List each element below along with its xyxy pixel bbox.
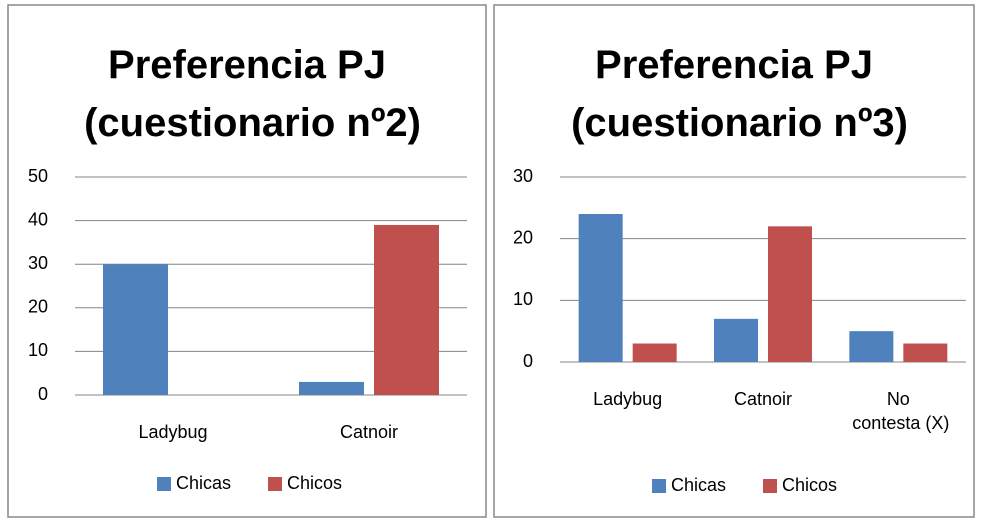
bar <box>768 226 812 362</box>
legend-label: Chicas <box>671 475 726 495</box>
x-tick-label: Ladybug <box>138 422 207 442</box>
bar <box>578 214 623 362</box>
bar <box>714 318 758 362</box>
panel <box>493 4 975 518</box>
bar <box>299 381 364 395</box>
legend-swatch <box>652 479 666 493</box>
legend-label: Chicos <box>782 475 837 495</box>
bar <box>849 331 894 362</box>
y-tick-label: 20 <box>28 297 48 317</box>
y-tick-label: 30 <box>28 253 48 273</box>
legend-swatch <box>268 477 282 491</box>
y-tick-label: 0 <box>38 384 48 404</box>
legend-label: Chicos <box>287 473 342 493</box>
chart-title: Preferencia PJ (cuestionario nº3) <box>560 43 908 145</box>
chart-title: Preferencia PJ (cuestionario nº2) <box>73 43 421 145</box>
y-tick-label: 10 <box>28 340 48 360</box>
legend-label: Chicas <box>176 473 231 493</box>
y-tick-label: 0 <box>523 351 533 371</box>
x-tick-label: Catnoir <box>734 389 792 409</box>
y-tick-label: 50 <box>28 166 48 186</box>
x-tick-label: Catnoir <box>340 422 398 442</box>
bar <box>374 224 439 395</box>
y-tick-label: 10 <box>513 289 533 309</box>
y-tick-label: 40 <box>28 209 48 229</box>
bar <box>632 343 677 362</box>
bar <box>903 343 948 362</box>
y-tick-label: 20 <box>513 227 533 247</box>
x-tick-label: Ladybug <box>593 389 662 409</box>
y-tick-label: 30 <box>513 166 533 186</box>
legend-swatch <box>763 479 777 493</box>
legend-swatch <box>157 477 171 491</box>
bar <box>103 264 168 395</box>
x-tick-label: No contesta (X) <box>847 389 949 433</box>
